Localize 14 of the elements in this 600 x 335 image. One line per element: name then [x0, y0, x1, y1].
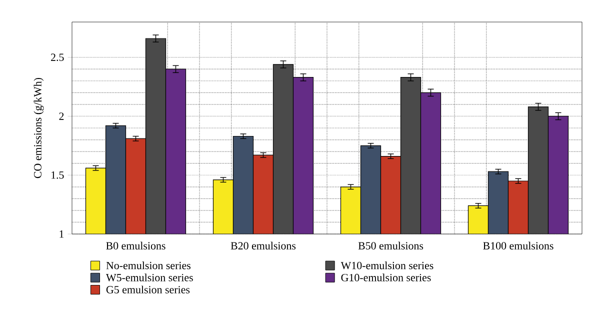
legend-label: W10-emulsion series	[340, 262, 434, 270]
y-tick-label: 1	[60, 230, 64, 238]
legend-label: No-emulsion series	[106, 262, 190, 270]
x-tick-label: B0 emulsions	[106, 242, 166, 250]
y-tick-label: 1.5	[52, 171, 64, 179]
y-axis-title: CO emissions (g/kWh)	[34, 78, 44, 178]
y-tick-label: 2.5	[51, 54, 64, 62]
legend-label: W5-emulsion series	[106, 274, 193, 282]
y-tick-label: 2	[59, 112, 64, 120]
x-tick-label: B50 emulsions	[358, 242, 424, 250]
x-tick-label: B20 emulsions	[230, 242, 296, 250]
legend-label: G10-emulsion series	[341, 274, 431, 282]
legend-label: G5 emulsion series	[106, 286, 190, 294]
x-tick-label: B100 emulsions	[483, 242, 554, 250]
